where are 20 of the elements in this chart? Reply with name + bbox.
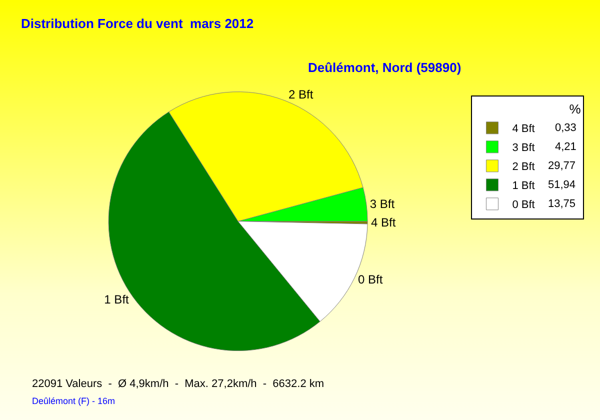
slice-label: 1 Bft <box>104 292 130 306</box>
legend-label: 0 Bft <box>512 199 535 212</box>
slice-label: 2 Bft <box>288 88 314 102</box>
data-label: 4,21 <box>555 141 576 153</box>
data-label: 13,75 <box>548 198 576 210</box>
legend-label: 3 Bft <box>512 142 535 154</box>
legend-label: 4 Bft <box>512 123 535 136</box>
slice-label: 3 Bft <box>370 197 396 212</box>
data-label: 51,94 <box>548 179 576 191</box>
chart-subtitle: Deûlémont, Nord (59890) <box>308 60 462 75</box>
slice-label: 0 Bft <box>358 272 384 286</box>
text: Deûlémont (F) - 16m <box>32 396 116 406</box>
data-label: 29,77 <box>548 160 576 172</box>
slice-label: 4 Bft <box>371 216 396 230</box>
chart-title: Distribution Force du vent mars 2012 <box>21 16 254 31</box>
legend-label: 2 Bft <box>512 161 535 174</box>
text: 22091 Valeurs - Ø 4,9km/h - Max. 27,2km/h - 6632.2 km <box>32 378 324 390</box>
legend-title: % <box>569 101 582 116</box>
legend-label: 1 Bft <box>512 180 535 192</box>
data-label: 0,33 <box>555 122 576 134</box>
